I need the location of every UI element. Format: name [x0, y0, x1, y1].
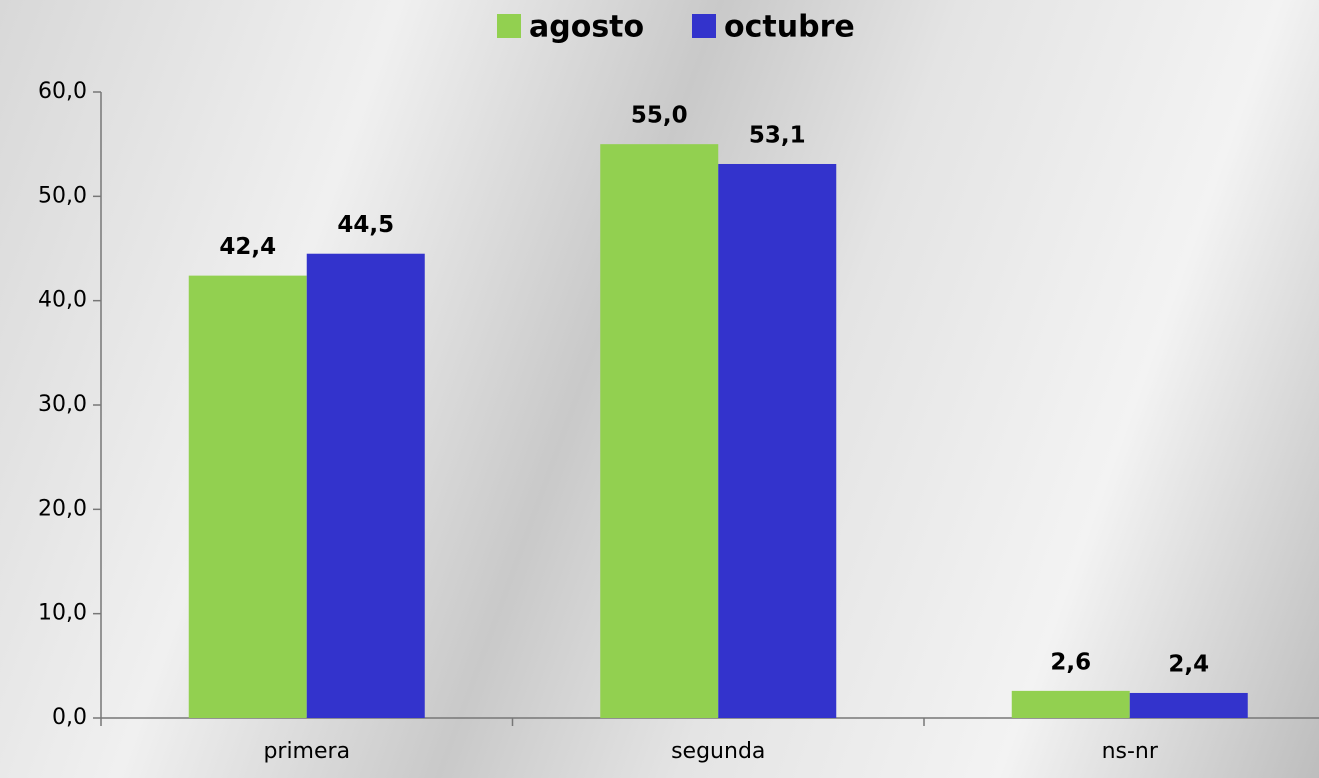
bar: [718, 163, 837, 719]
y-tick-label: 20,0: [38, 496, 87, 521]
value-label: 53,1: [749, 122, 806, 148]
y-tick-label: 0,0: [52, 705, 87, 730]
y-tick-label: 10,0: [38, 601, 87, 626]
x-tick-label: segunda: [671, 739, 765, 764]
value-label: 2,6: [1050, 649, 1091, 675]
value-label: 44,5: [337, 212, 394, 238]
value-label: 42,4: [219, 234, 276, 260]
legend-swatch: [497, 14, 521, 38]
bar: [1129, 692, 1248, 718]
y-tick-label: 40,0: [38, 288, 87, 313]
value-label: 55,0: [631, 103, 688, 129]
legend-swatch: [692, 14, 716, 38]
y-tick-label: 60,0: [38, 79, 87, 104]
bar: [1011, 690, 1130, 718]
bar: [600, 144, 719, 718]
x-tick-label: ns-nr: [1102, 739, 1159, 764]
bar: [188, 275, 307, 718]
y-tick-label: 30,0: [38, 392, 87, 417]
y-tick-label: 50,0: [38, 183, 87, 208]
value-label: 2,4: [1168, 651, 1209, 677]
bar: [306, 253, 425, 718]
x-tick-label: primera: [263, 739, 350, 764]
legend-label: octubre: [724, 10, 855, 45]
legend-label: agosto: [529, 10, 644, 45]
